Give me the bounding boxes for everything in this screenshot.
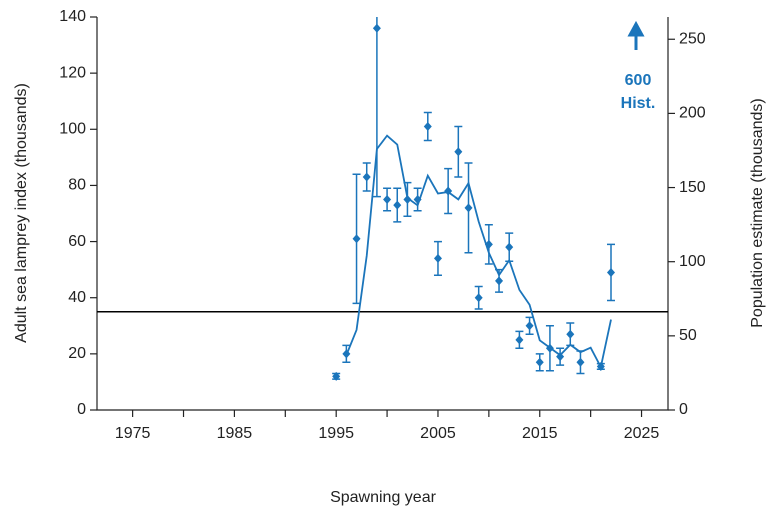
y-tick-label: 120	[59, 64, 86, 81]
data-point	[362, 172, 371, 182]
y-tick-label: 20	[68, 345, 86, 362]
data-point	[352, 234, 361, 244]
data-point	[474, 293, 483, 303]
data-point	[403, 194, 412, 204]
data-point	[464, 203, 473, 213]
x-tick-label: 2005	[420, 425, 456, 442]
y-tick-label: 80	[68, 177, 86, 194]
data-point	[332, 371, 341, 381]
population-line	[345, 134, 612, 370]
axes	[96, 17, 669, 411]
y2-tick-label: 0	[679, 401, 688, 418]
data-point	[393, 200, 402, 210]
y-axis-label: Adult sea lamprey index (thousands)	[13, 83, 30, 343]
data-point	[576, 357, 585, 367]
y-tick-label: 0	[77, 401, 86, 418]
data-point	[515, 335, 524, 345]
y2-tick-label: 50	[679, 327, 697, 344]
y2-tick-label: 200	[679, 105, 706, 122]
data-point	[495, 276, 504, 286]
y-tick-label: 140	[59, 8, 86, 25]
y-tick-label: 100	[59, 121, 86, 138]
x-tick-label: 2015	[522, 425, 558, 442]
y2-axis-label: Population estimate (thousands)	[749, 98, 766, 327]
x-tick-label: 1995	[318, 425, 354, 442]
x-tick-label: 1975	[115, 425, 151, 442]
data-point	[433, 253, 442, 263]
data-point	[423, 121, 432, 131]
annotation-arrow	[627, 20, 645, 50]
data-point	[607, 267, 616, 277]
data-point	[505, 242, 514, 252]
annotation-text: Hist.	[621, 95, 656, 112]
plot-area	[332, 17, 616, 381]
y2-tick-label: 250	[679, 30, 706, 47]
y-tick-label: 60	[68, 233, 86, 250]
y-tick-label: 40	[68, 289, 86, 306]
y2-tick-label: 150	[679, 179, 706, 196]
x-axis-label: Spawning year	[330, 489, 437, 506]
x-tick-label: 2025	[624, 425, 660, 442]
y2-tick-label: 100	[679, 253, 706, 270]
data-point	[566, 329, 575, 339]
x-tick-label: 1985	[217, 425, 253, 442]
data-point	[525, 321, 534, 331]
data-point	[454, 147, 463, 157]
data-point	[383, 194, 392, 204]
annotation-text: 600	[625, 72, 652, 89]
data-point	[535, 357, 544, 367]
data-point	[372, 23, 381, 33]
